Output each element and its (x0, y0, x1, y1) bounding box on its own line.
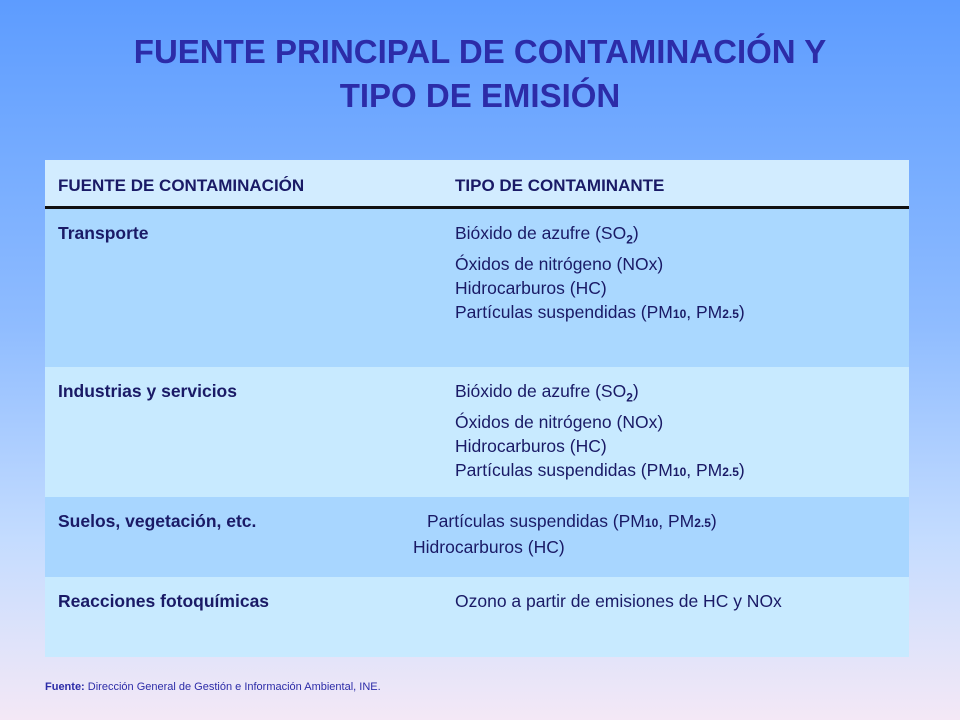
row-source: Transporte (58, 223, 149, 243)
pollutant-item: Óxidos de nitrógeno (NOx) (455, 253, 664, 274)
table-row: Reacciones fotoquímicas Ozono a partir d… (45, 577, 909, 657)
row-pollutants: Bióxido de azufre (SO2) Óxidos de nitróg… (455, 379, 745, 484)
pollutant-item: Hidrocarburos (HC) (455, 277, 607, 298)
table-header: FUENTE DE CONTAMINACIÓN TIPO DE CONTAMIN… (45, 160, 909, 206)
header-divider (45, 206, 909, 209)
pollutant-item: Hidrocarburos (HC) (455, 435, 607, 456)
pollutant-item: Bióxido de azufre (SO2) (455, 381, 639, 405)
row-source: Industrias y servicios (58, 381, 237, 401)
source-label: Fuente: (45, 681, 85, 693)
table-row: Suelos, vegetación, etc. Partículas susp… (45, 497, 909, 577)
row-source: Reacciones fotoquímicas (58, 591, 270, 611)
pollutant-item: Bióxido de azufre (SO2) (455, 223, 639, 247)
title-line-2: TIPO DE EMISIÓN (339, 77, 621, 114)
pollutant-item: Ozono a partir de emisiones de HC y NOx (455, 591, 782, 611)
page-title: FUENTE PRINCIPAL DE CONTAMINACIÓN Y TIPO… (40, 30, 920, 118)
row-source: Suelos, vegetación, etc. (58, 511, 257, 531)
source-note: Fuente: Dirección General de Gestión e I… (45, 681, 381, 693)
header-source: FUENTE DE CONTAMINACIÓN (58, 176, 305, 195)
header-pollutant: TIPO DE CONTAMINANTE (455, 176, 665, 195)
row-pollutants: Ozono a partir de emisiones de HC y NOx (455, 589, 875, 613)
table-row: Industrias y servicios Bióxido de azufre… (45, 367, 909, 497)
pollutant-item: Partículas suspendidas (PM10, PM2.5) (455, 459, 745, 480)
source-text: Dirección General de Gestión e Informaci… (84, 681, 381, 693)
pollutant-item: Partículas suspendidas (PM10, PM2.5) (455, 301, 745, 322)
pollution-table: FUENTE DE CONTAMINACIÓN TIPO DE CONTAMIN… (45, 160, 909, 657)
pollutant-item: Óxidos de nitrógeno (NOx) (455, 411, 664, 432)
pollutant-item: Partículas suspendidas (PM10, PM2.5) (427, 511, 717, 531)
title-line-1: FUENTE PRINCIPAL DE CONTAMINACIÓN Y (133, 33, 827, 70)
pollutant-item: Hidrocarburos (HC) (413, 537, 565, 557)
table-row: Transporte Bióxido de azufre (SO2) Óxido… (45, 209, 909, 367)
row-pollutants: Bióxido de azufre (SO2) Óxidos de nitróg… (455, 221, 745, 326)
row-pollutants: Partículas suspendidas (PM10, PM2.5) Hid… (413, 509, 717, 559)
